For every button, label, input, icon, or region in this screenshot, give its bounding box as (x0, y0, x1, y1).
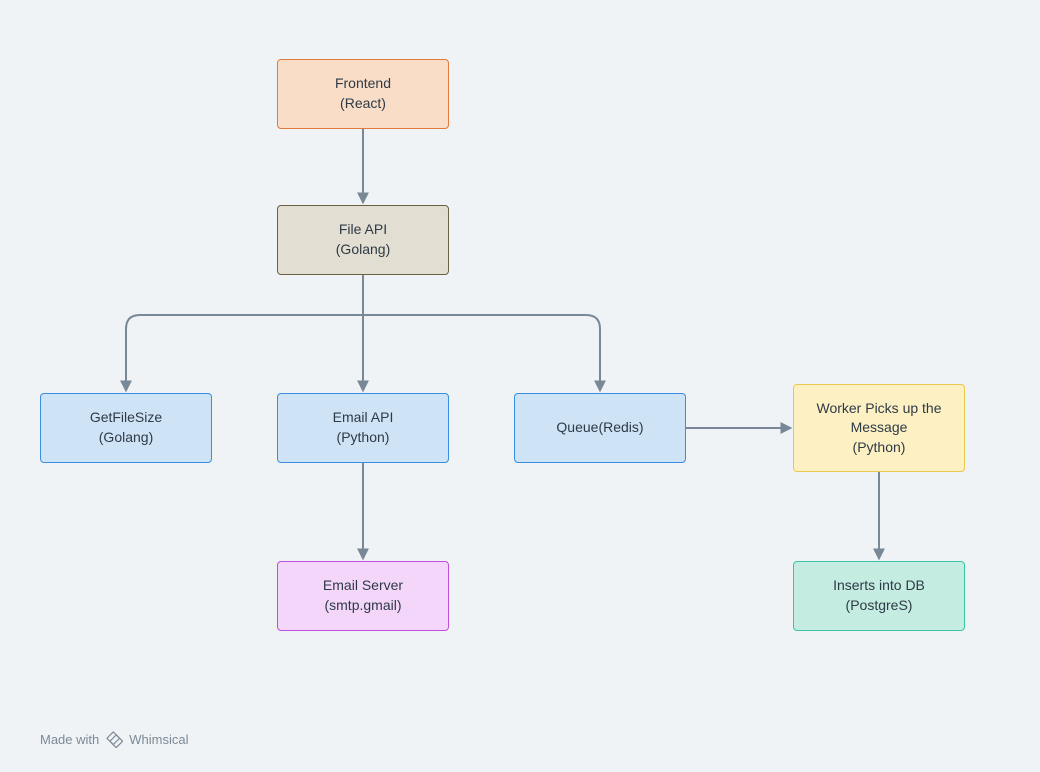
node-insertdb: Inserts into DB(PostgreS) (793, 561, 965, 631)
node-frontend-line: (React) (340, 94, 386, 114)
node-worker-line: (Python) (853, 438, 906, 458)
node-fileapi: File API(Golang) (277, 205, 449, 275)
node-emailserver-line: (smtp.gmail) (324, 596, 401, 616)
node-fileapi-line: (Golang) (336, 240, 390, 260)
node-emailapi-line: (Python) (337, 428, 390, 448)
node-queue: Queue(Redis) (514, 393, 686, 463)
edge-fan (363, 315, 600, 390)
watermark: Made with Whimsical (40, 730, 188, 748)
whimsical-logo-icon (105, 730, 123, 748)
edge-fan (126, 315, 363, 390)
watermark-prefix: Made with (40, 732, 99, 747)
node-frontend: Frontend(React) (277, 59, 449, 129)
node-fileapi-line: File API (339, 220, 387, 240)
node-getfilesize-line: GetFileSize (90, 408, 162, 428)
node-getfilesize-line: (Golang) (99, 428, 153, 448)
node-insertdb-line: (PostgreS) (846, 596, 913, 616)
node-emailapi-line: Email API (333, 408, 394, 428)
node-insertdb-line: Inserts into DB (833, 576, 925, 596)
node-emailapi: Email API(Python) (277, 393, 449, 463)
node-worker-line: Message (851, 418, 908, 438)
node-frontend-line: Frontend (335, 74, 391, 94)
node-emailserver: Email Server(smtp.gmail) (277, 561, 449, 631)
node-getfilesize: GetFileSize(Golang) (40, 393, 212, 463)
node-queue-line: Queue(Redis) (556, 418, 643, 438)
node-emailserver-line: Email Server (323, 576, 403, 596)
watermark-brand: Whimsical (129, 732, 188, 747)
node-worker-line: Worker Picks up the (816, 399, 941, 419)
node-worker: Worker Picks up theMessage(Python) (793, 384, 965, 472)
